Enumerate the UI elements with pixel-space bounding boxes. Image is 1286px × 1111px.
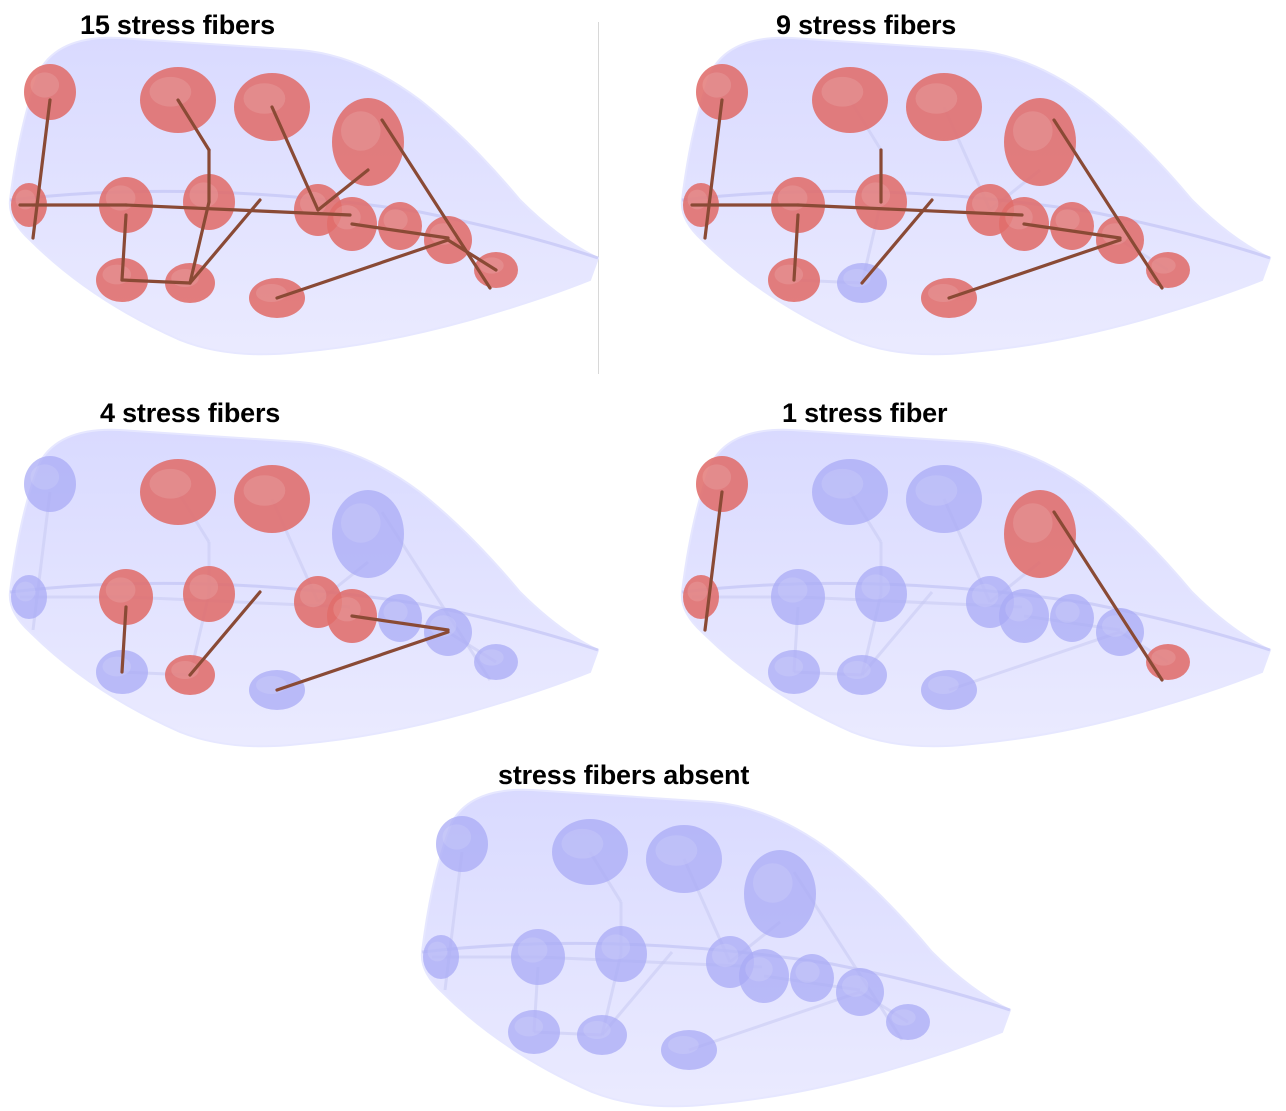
focal-adhesion-inactive <box>423 935 459 979</box>
stress-fiber <box>124 203 352 217</box>
focal-adhesion-inactive <box>24 456 76 512</box>
stress-fiber <box>703 490 724 632</box>
focal-adhesion-inactive <box>661 1030 717 1070</box>
panel-title: 9 stress fibers <box>776 10 957 40</box>
focal-adhesion-active <box>1050 202 1094 250</box>
stress-fiber <box>1052 510 1164 682</box>
focal-adhesion-active <box>1004 98 1076 186</box>
focal-adhesion-active <box>332 98 404 186</box>
focal-adhesion-inactive <box>436 816 488 872</box>
focal-adhesion-inactive <box>474 644 518 680</box>
stress-fiber <box>350 614 450 632</box>
focal-adhesion-inactive <box>855 566 907 622</box>
focal-adhesion-inactive <box>812 459 888 525</box>
stress-fiber <box>188 200 211 285</box>
cell-model <box>680 428 1272 748</box>
focal-adhesion-inactive <box>771 569 825 625</box>
panel-title: 4 stress fibers <box>100 398 281 428</box>
stress-fiber <box>188 590 262 677</box>
stress-fiber <box>120 278 192 285</box>
focal-adhesion-inactive <box>768 650 820 694</box>
focal-adhesion-active <box>99 569 153 625</box>
focal-adhesion-inactive <box>744 850 816 938</box>
stress-fiber <box>380 118 492 290</box>
panel-stress-fibers-absent: stress fibers absent <box>412 752 1012 1111</box>
panel-15-stress-fibers: 15 stress fibers <box>0 0 600 380</box>
stress-fiber <box>947 238 1122 300</box>
panel-1-stress-fiber: 1 stress fiber <box>672 392 1272 772</box>
fiber-trace <box>688 990 861 1052</box>
focal-adhesion-inactive <box>836 968 884 1016</box>
stress-fiber <box>446 238 498 272</box>
stress-fiber <box>176 98 211 152</box>
focal-adhesion-inactive <box>332 490 404 578</box>
focal-adhesion-inactive <box>511 929 565 985</box>
focal-adhesion-inactive <box>739 949 789 1003</box>
stress-fiber <box>120 605 128 674</box>
focal-adhesion-inactive <box>1050 594 1094 642</box>
cell-model <box>8 36 600 356</box>
focal-adhesion-inactive <box>999 589 1049 643</box>
focal-adhesion-active <box>696 64 748 120</box>
focal-adhesion-active <box>234 465 310 533</box>
focal-adhesion-inactive <box>1096 608 1144 656</box>
stress-fiber <box>270 105 320 212</box>
focal-adhesion-inactive <box>577 1015 627 1055</box>
cell-model <box>8 428 600 748</box>
focal-adhesion-active <box>378 202 422 250</box>
focal-adhesion-inactive <box>11 575 47 619</box>
panel-title: 15 stress fibers <box>80 10 275 40</box>
panel-title: stress fibers absent <box>498 760 750 790</box>
focal-adhesion-inactive <box>921 670 977 710</box>
stress-fiber <box>703 98 724 240</box>
focal-adhesion-active <box>683 575 719 619</box>
cell-model <box>420 788 1012 1108</box>
focal-adhesion-inactive <box>906 465 982 533</box>
stress-fiber <box>350 222 450 240</box>
focal-adhesion-active <box>140 459 216 525</box>
focal-adhesion-active <box>1146 644 1190 680</box>
focal-adhesion-active <box>696 456 748 512</box>
focal-adhesion-inactive <box>378 594 422 642</box>
focal-adhesion-inactive <box>837 655 887 695</box>
stress-fiber <box>188 198 262 285</box>
stress-fiber <box>316 168 370 212</box>
panel-9-stress-fibers: 9 stress fibers <box>672 0 1272 380</box>
panel-4-stress-fibers: 4 stress fibers <box>0 392 600 772</box>
focal-adhesion-active <box>1004 490 1076 578</box>
focal-adhesion-inactive <box>790 954 834 1002</box>
fiber-trace <box>948 630 1121 692</box>
focal-adhesion-inactive <box>595 926 647 982</box>
cell-model <box>680 36 1272 356</box>
stress-fiber <box>792 213 800 282</box>
focal-adhesion-active <box>24 64 76 120</box>
stress-fiber <box>796 203 1024 217</box>
focal-adhesion-inactive <box>646 825 722 893</box>
focal-adhesion-active <box>1146 252 1190 288</box>
focal-adhesion-active <box>812 67 888 133</box>
focal-adhesion-inactive <box>508 1010 560 1054</box>
focal-adhesion-active <box>183 566 235 622</box>
stress-fiber <box>120 213 128 282</box>
panel-title: 1 stress fiber <box>782 398 948 428</box>
focal-adhesion-inactive <box>552 819 628 885</box>
focal-adhesion-active <box>906 73 982 141</box>
stress-fiber <box>860 198 934 285</box>
stress-fiber <box>31 98 52 240</box>
stress-fiber <box>1052 118 1164 290</box>
panel-divider <box>598 22 599 374</box>
stress-fiber <box>275 238 450 300</box>
stress-fiber <box>275 630 450 692</box>
stress-fiber <box>1022 222 1122 240</box>
focal-adhesion-inactive <box>886 1004 930 1040</box>
